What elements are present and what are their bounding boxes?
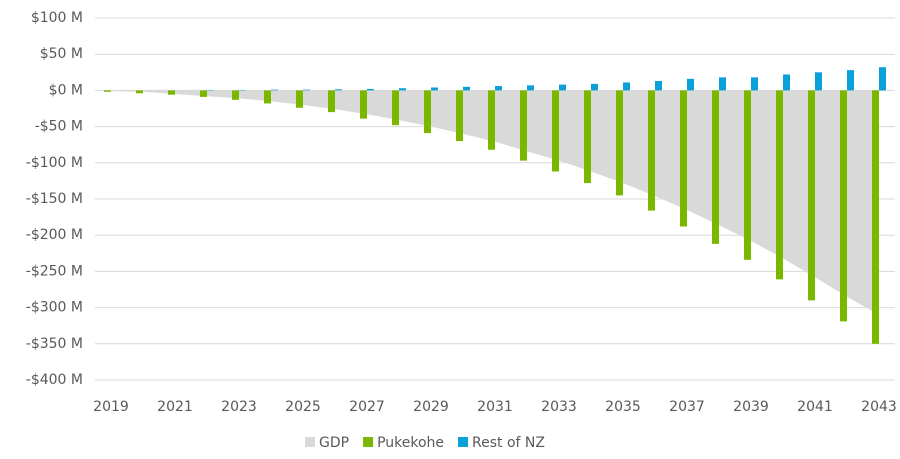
bar bbox=[431, 88, 438, 91]
legend-label: Pukekohe bbox=[377, 435, 444, 451]
bar bbox=[360, 90, 367, 118]
x-tick-label: 2019 bbox=[93, 399, 129, 415]
bar bbox=[808, 90, 815, 300]
bar bbox=[463, 87, 470, 91]
bar bbox=[168, 90, 175, 94]
x-tick-label: 2041 bbox=[797, 399, 833, 415]
y-tick-label: -$100 M bbox=[26, 155, 83, 171]
y-tick-label: -$300 M bbox=[26, 300, 83, 316]
y-tick-label: -$350 M bbox=[26, 336, 83, 352]
x-tick-label: 2027 bbox=[349, 399, 385, 415]
bar bbox=[527, 85, 534, 90]
bar bbox=[744, 90, 751, 259]
x-tick-label: 2033 bbox=[541, 399, 577, 415]
y-tick-label: -$50 M bbox=[35, 119, 83, 135]
bar bbox=[136, 90, 143, 93]
bar bbox=[488, 90, 495, 149]
bar bbox=[840, 90, 847, 321]
bar bbox=[712, 90, 719, 243]
bar bbox=[232, 90, 239, 99]
bar bbox=[680, 90, 687, 226]
bar bbox=[200, 90, 207, 97]
legend-label: GDP bbox=[319, 435, 349, 451]
legend-swatch bbox=[363, 437, 373, 447]
bar bbox=[367, 89, 374, 90]
bar bbox=[687, 79, 694, 91]
y-tick-label: $50 M bbox=[40, 46, 83, 62]
bar bbox=[335, 89, 342, 90]
legend-swatch bbox=[458, 437, 468, 447]
bar bbox=[776, 90, 783, 279]
bar bbox=[328, 90, 335, 112]
x-tick-label: 2021 bbox=[157, 399, 193, 415]
y-tick-label: $0 M bbox=[49, 82, 83, 98]
bar bbox=[584, 90, 591, 183]
bar bbox=[520, 90, 527, 160]
bar bbox=[392, 90, 399, 125]
x-tick-label: 2039 bbox=[733, 399, 769, 415]
x-tick-label: 2025 bbox=[285, 399, 321, 415]
x-tick-label: 2043 bbox=[861, 399, 897, 415]
bar bbox=[591, 84, 598, 91]
bar bbox=[456, 90, 463, 141]
x-tick-label: 2023 bbox=[221, 399, 257, 415]
y-tick-label: -$400 M bbox=[26, 372, 83, 388]
y-tick-label: $100 M bbox=[31, 10, 83, 26]
legend-swatch bbox=[305, 437, 315, 447]
x-tick-label: 2037 bbox=[669, 399, 705, 415]
bar bbox=[104, 90, 111, 91]
x-tick-label: 2035 bbox=[605, 399, 641, 415]
bar bbox=[296, 90, 303, 107]
bar bbox=[303, 90, 310, 91]
bar bbox=[815, 72, 822, 90]
bar bbox=[559, 85, 566, 91]
y-tick-label: -$200 M bbox=[26, 227, 83, 243]
y-tick-label: -$250 M bbox=[26, 263, 83, 279]
bar bbox=[872, 90, 879, 343]
bar bbox=[847, 70, 854, 90]
bar bbox=[719, 77, 726, 90]
bar bbox=[552, 90, 559, 171]
x-tick-label: 2031 bbox=[477, 399, 513, 415]
bar bbox=[648, 90, 655, 210]
bar bbox=[271, 90, 278, 91]
bar bbox=[616, 90, 623, 195]
bar bbox=[399, 88, 406, 90]
bar bbox=[879, 67, 886, 90]
bar bbox=[751, 77, 758, 90]
bar bbox=[655, 81, 662, 90]
bar bbox=[623, 82, 630, 90]
x-tick-label: 2029 bbox=[413, 399, 449, 415]
y-tick-label: -$150 M bbox=[26, 191, 83, 207]
bar bbox=[783, 74, 790, 90]
legend-label: Rest of NZ bbox=[472, 435, 545, 451]
bar bbox=[495, 86, 502, 90]
bar bbox=[264, 90, 271, 103]
bar bbox=[424, 90, 431, 133]
